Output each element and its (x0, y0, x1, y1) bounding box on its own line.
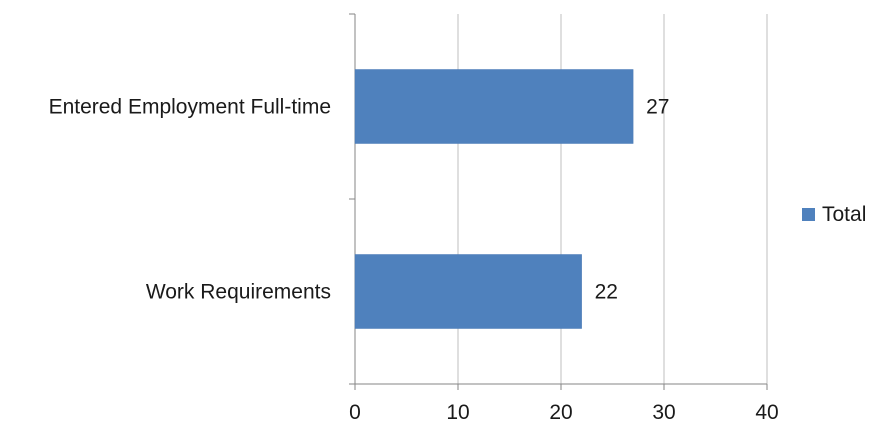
legend-swatch (802, 208, 815, 221)
data-label-0: 27 (646, 96, 669, 119)
labels: Entered Employment Full-time 27 Work Requi… (49, 96, 670, 304)
category-label-1: Work Requirements (146, 281, 331, 304)
bar-0 (354, 69, 634, 144)
bar-1 (354, 254, 582, 329)
x-tick-label-4: 40 (755, 401, 778, 424)
data-label-1: 22 (595, 281, 618, 304)
axes: 0 10 20 30 40 (349, 13, 779, 424)
x-tick-label-0: 0 (349, 401, 361, 424)
legend: Total (802, 203, 866, 226)
x-tick-label-1: 10 (446, 401, 469, 424)
bars (354, 69, 634, 329)
x-tick-label-2: 20 (549, 401, 572, 424)
x-tick-label-3: 30 (652, 401, 675, 424)
legend-label: Total (822, 203, 866, 226)
category-label-0: Entered Employment Full-time (49, 96, 331, 119)
